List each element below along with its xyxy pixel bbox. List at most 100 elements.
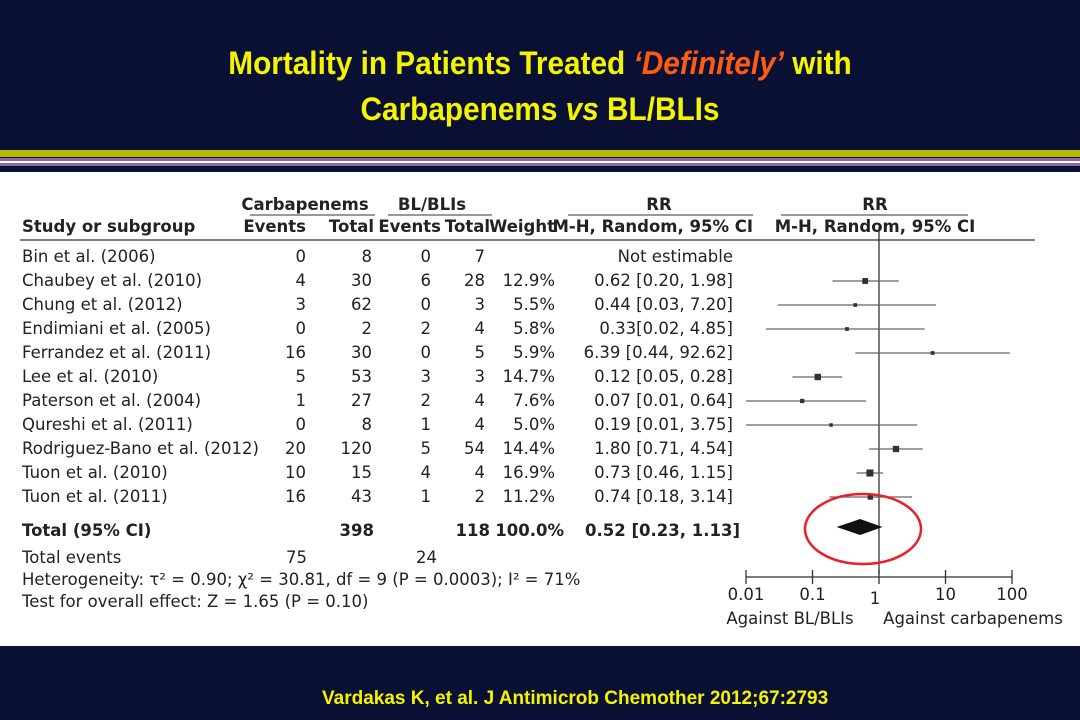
total-events-label: Total events (21, 548, 121, 567)
title-text-2: with (783, 45, 852, 81)
cell-weight: 5.8% (513, 319, 555, 338)
header-study: Study or subgroup (22, 217, 195, 236)
point-estimate (867, 494, 873, 500)
citation: Vardakas K, et al. J Antimicrob Chemothe… (322, 688, 829, 709)
title-text-1: Mortality in Patients Treated (228, 45, 634, 81)
cell-c-events: 0 (296, 415, 307, 434)
table-row: Tuon et al. (2010) 10 15 4 4 16.9% 0.73 [0.46,… (21, 463, 733, 482)
cell-rr: Not estimable (618, 247, 733, 266)
cell-weight: 5.5% (513, 295, 555, 314)
table-row: Paterson et al. (2004) 1 27 2 4 7.6% 0.07 [0.0… (22, 391, 733, 410)
cell-b-events: 0 (421, 295, 432, 314)
table-row: Ferrandez et al. (2011) 16 30 0 5 5.9% 6.39 [0… (22, 343, 733, 362)
group-header-blbli: BL/BLIs (398, 195, 466, 214)
header-c-total: Total (329, 217, 374, 236)
cell-weight: 7.6% (513, 391, 555, 410)
study-name: Tuon et al. (2010) (21, 463, 168, 482)
table-header: Carbapenems BL/BLIs RR RR Study or subgr… (20, 195, 1035, 241)
cell-c-total: 120 (341, 439, 373, 458)
cell-b-total: 28 (464, 271, 485, 290)
x-tick-label: 0.1 (799, 585, 825, 604)
cell-c-events: 10 (285, 463, 306, 482)
study-name: Bin et al. (2006) (22, 247, 156, 266)
total-events-b: 24 (416, 548, 437, 567)
study-name: Chung et al. (2012) (22, 295, 183, 314)
cell-rr: 0.12 [0.05, 0.28] (594, 367, 733, 386)
point-estimate (866, 469, 874, 477)
cell-c-events: 1 (296, 391, 307, 410)
cell-c-events: 0 (296, 319, 307, 338)
study-name: Chaubey et al. (2010) (22, 271, 202, 290)
table-row: Rodriguez-Bano et al. (2012) 20 120 5 54 14.4… (22, 439, 733, 458)
cell-b-total: 7 (475, 247, 486, 266)
cell-c-events: 16 (285, 487, 306, 506)
title-text-3: Carbapenems (360, 91, 566, 127)
cell-weight: 11.2% (503, 487, 555, 506)
overall-effect-text: Test for overall effect: Z = 1.65 (P = 0… (21, 592, 368, 611)
study-name: Endimiani et al. (2005) (22, 319, 211, 338)
cell-c-total: 30 (351, 343, 372, 362)
table-row: Qureshi et al. (2011) 0 8 1 4 5.0% 0.19 [0.01,… (22, 415, 733, 434)
cell-b-total: 54 (464, 439, 485, 458)
forest-plot-panel: Carbapenems BL/BLIs RR RR Study or subgr… (0, 172, 1080, 646)
x-axis: Against BL/BLIs Against carbapenems 0.01… (726, 570, 1063, 628)
study-name: Lee et al. (2010) (22, 367, 158, 386)
totals-section: Total (95% CI) 398 118 100.0% 0.52 [0.23… (21, 521, 740, 611)
header-b-total: Total (445, 217, 490, 236)
header-b-events: Events (378, 217, 441, 236)
cell-c-events: 4 (296, 271, 307, 290)
cell-weight: 12.9% (503, 271, 555, 290)
cell-weight: 14.4% (503, 439, 555, 458)
header-rr-plot-ci: M-H, Random, 95% CI (775, 217, 976, 236)
heterogeneity-text: Heterogeneity: τ² = 0.90; χ² = 30.81, df… (22, 570, 580, 589)
cell-rr: 0.07 [0.01, 0.64] (594, 391, 733, 410)
cell-rr: 6.39 [0.44, 92.62] (584, 343, 733, 362)
study-name: Tuon et al. (2011) (21, 487, 168, 506)
study-name: Qureshi et al. (2011) (22, 415, 193, 434)
cell-rr: 0.44 [0.03, 7.20] (594, 295, 733, 314)
xlabel-right: Against carbapenems (883, 609, 1063, 628)
cell-b-events: 4 (421, 463, 432, 482)
total-rr-text: 0.52 [0.23, 1.13] (585, 521, 740, 540)
x-tick-label: 100 (996, 585, 1028, 604)
point-estimate (853, 303, 858, 307)
slide-title: Mortality in Patients Treated ‘Definitel… (38, 40, 1042, 132)
table-row: Endimiani et al. (2005) 0 2 2 4 5.8% 0.33[0.02… (22, 319, 733, 338)
cell-b-events: 3 (421, 367, 432, 386)
cell-c-total: 30 (351, 271, 372, 290)
cell-b-total: 4 (475, 391, 486, 410)
study-name: Paterson et al. (2004) (22, 391, 201, 410)
cell-c-total: 27 (351, 391, 372, 410)
table-row: Lee et al. (2010) 5 53 3 3 14.7% 0.12 [0.05, 0… (22, 367, 733, 386)
study-name: Rodriguez-Bano et al. (2012) (22, 439, 259, 458)
point-estimate (892, 445, 900, 453)
group-header-rr: RR (646, 195, 672, 214)
header-rr-ci: M-H, Random, 95% CI (552, 217, 753, 236)
cell-weight: 14.7% (503, 367, 555, 386)
cell-weight: 5.9% (513, 343, 555, 362)
cell-b-events: 1 (421, 415, 432, 434)
cell-b-total: 4 (475, 463, 486, 482)
cell-b-total: 2 (475, 487, 486, 506)
pooled-diamond (836, 519, 883, 535)
xlabel-left: Against BL/BLIs (726, 609, 853, 628)
cell-b-total: 4 (475, 319, 486, 338)
cell-c-events: 20 (285, 439, 306, 458)
point-estimate (829, 423, 833, 427)
cell-rr: 0.33[0.02, 4.85] (599, 319, 733, 338)
total-label: Total (95% CI) (22, 521, 151, 540)
cell-b-total: 3 (475, 295, 486, 314)
title-text-4: BL/BLIs (598, 91, 720, 127)
point-estimate (800, 398, 805, 404)
cell-rr: 1.80 [0.71, 4.54] (594, 439, 733, 458)
total-c-total: 398 (340, 521, 374, 540)
point-estimate (845, 327, 849, 331)
point-estimate (930, 351, 935, 355)
point-estimate (862, 278, 869, 284)
total-events-c: 75 (286, 548, 307, 567)
total-weight: 100.0% (495, 521, 564, 540)
cell-c-total: 15 (351, 463, 372, 482)
cell-rr: 0.19 [0.01, 3.75] (594, 415, 733, 434)
cell-b-total: 3 (475, 367, 486, 386)
divider-stripe-yellow (0, 150, 1080, 157)
